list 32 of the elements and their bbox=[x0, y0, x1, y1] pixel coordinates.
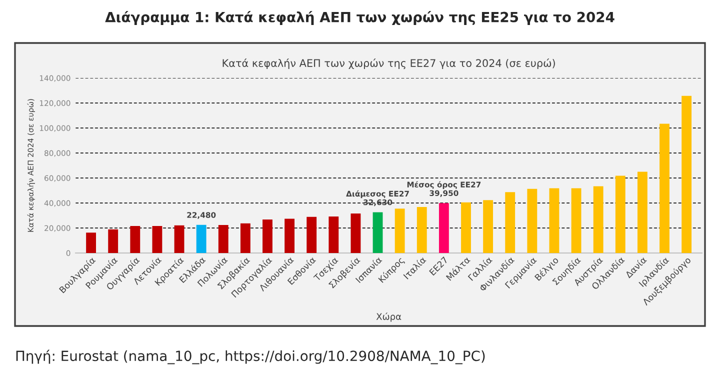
bar bbox=[306, 216, 317, 253]
bar bbox=[218, 225, 228, 253]
bar bbox=[593, 186, 604, 253]
chart-subtitle: Κατά κεφαλήν ΑΕΠ των χωρών της ΕΕ27 για το 2024 (σε ευρώ) bbox=[222, 58, 555, 70]
bar bbox=[86, 232, 96, 253]
bar bbox=[394, 208, 405, 253]
bar bbox=[483, 200, 494, 253]
bar bbox=[527, 188, 538, 253]
bar bbox=[682, 96, 692, 253]
bar bbox=[350, 214, 361, 253]
x-axis-title: Χώρα bbox=[376, 312, 402, 322]
bar bbox=[328, 216, 339, 253]
bar bbox=[461, 202, 471, 253]
bar bbox=[152, 226, 162, 253]
text: Πηγή: Eurostat (nama_10_pc, https://doi.org/10.2908/NAMA_10_PC) bbox=[16, 350, 485, 364]
bar bbox=[130, 226, 140, 253]
bar bbox=[438, 203, 449, 253]
bar bbox=[372, 212, 383, 253]
bar bbox=[416, 207, 427, 253]
bar bbox=[196, 224, 206, 253]
bar bbox=[549, 188, 560, 253]
chart-title: Διάγραμμα 1: Κατά κεφαλή ΑΕΠ των χωρών της ΕΕ25 για το 2024 bbox=[105, 10, 614, 26]
bar bbox=[284, 218, 295, 253]
bar bbox=[660, 124, 670, 253]
bar bbox=[174, 225, 184, 253]
bar bbox=[637, 172, 648, 253]
bar bbox=[262, 220, 272, 253]
bar bbox=[571, 188, 582, 253]
bar bbox=[108, 229, 118, 253]
bar bbox=[240, 223, 250, 253]
bar bbox=[615, 176, 626, 253]
bar bbox=[505, 192, 516, 253]
